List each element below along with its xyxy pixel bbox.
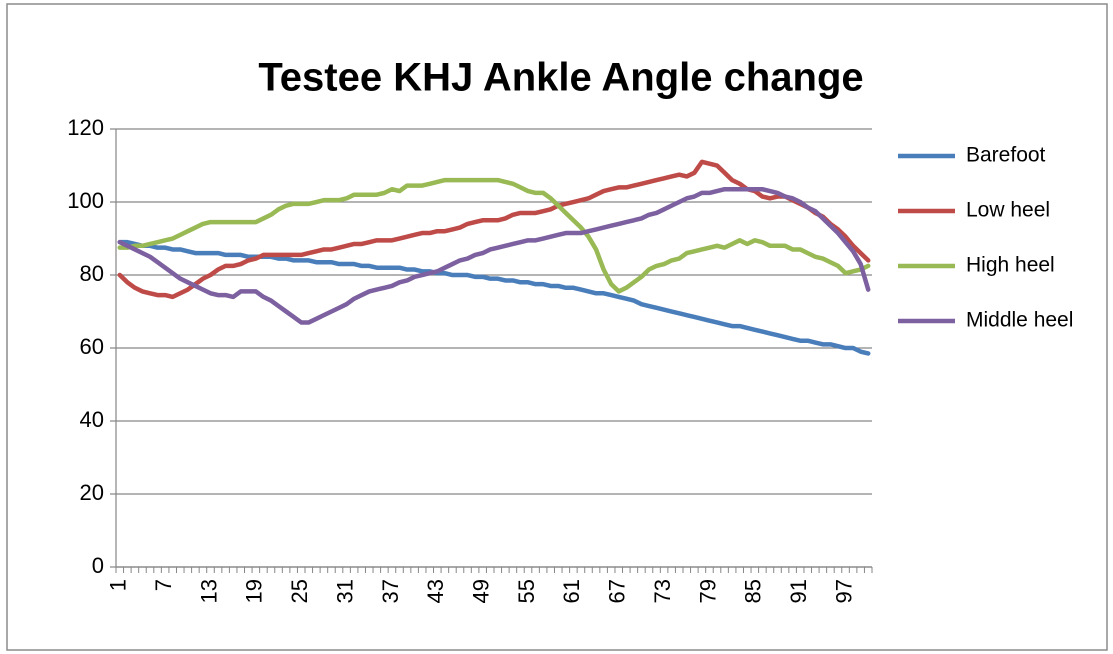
legend-label: High heel — [966, 254, 1055, 277]
x-tick-label: 97 — [831, 579, 856, 603]
y-tick-label: 60 — [80, 334, 104, 359]
x-tick-label: 7 — [151, 579, 176, 591]
y-tick-label: 40 — [80, 407, 104, 432]
legend-label: Middle heel — [966, 309, 1073, 332]
series-line — [117, 186, 871, 325]
series-line — [117, 239, 871, 356]
chart-title: Testee KHJ Ankle Angle change — [258, 56, 863, 100]
legend-label: Low heel — [966, 199, 1050, 222]
x-tick-label: 67 — [605, 579, 630, 603]
y-tick-label: 20 — [80, 480, 104, 505]
y-tick-label: 100 — [67, 188, 104, 213]
legend-label: Barefoot — [966, 144, 1046, 167]
x-tick-label: 91 — [786, 579, 811, 603]
x-tick-label: 37 — [378, 579, 403, 603]
x-tick-label: 61 — [559, 579, 584, 603]
x-tick-label: 43 — [423, 579, 448, 603]
x-tick-label: 49 — [468, 579, 493, 603]
x-tick-label: 73 — [650, 579, 675, 603]
x-tick-label: 31 — [332, 579, 357, 603]
y-tick-label: 80 — [80, 261, 104, 286]
series-line — [117, 159, 871, 300]
series-line — [117, 177, 871, 294]
x-tick-label: 79 — [695, 579, 720, 603]
x-tick-label: 85 — [741, 579, 766, 603]
x-tick-label: 19 — [242, 579, 267, 603]
x-tick-label: 13 — [196, 579, 221, 603]
x-tick-label: 25 — [287, 579, 312, 603]
x-tick-label: 55 — [514, 579, 539, 603]
y-tick-label: 0 — [92, 553, 104, 578]
x-tick-label: 1 — [106, 579, 131, 591]
chart-border — [6, 3, 1108, 651]
y-tick-label: 120 — [67, 115, 104, 140]
